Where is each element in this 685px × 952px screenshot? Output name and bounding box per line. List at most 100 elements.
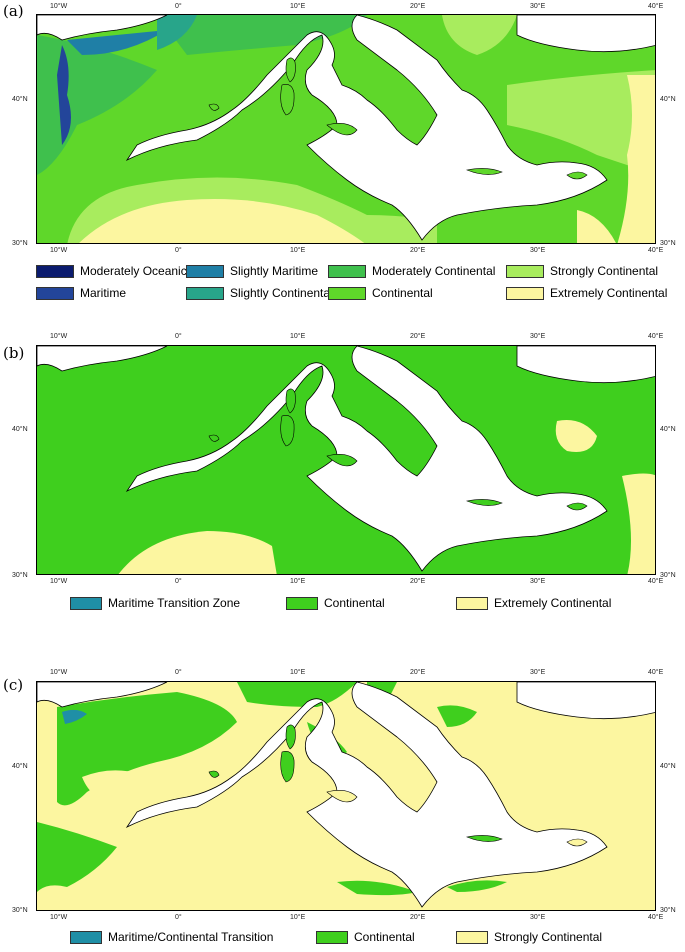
sea-black [516, 15, 655, 53]
tick-top: 40°E [648, 333, 664, 340]
island-balearic [208, 770, 220, 778]
legend-swatch [186, 286, 224, 300]
lat-left: 30°N [12, 907, 28, 914]
legend-swatch [328, 264, 366, 278]
tick-bottom: 20°E [410, 578, 426, 585]
zone-continental [37, 822, 117, 892]
zone-maritime-transition [62, 709, 87, 724]
map-c-svg [37, 682, 655, 910]
tick-bottom: 10°W [50, 247, 68, 254]
legend-c: Maritime/Continental Transition Continen… [36, 930, 676, 950]
tick-top: 0° [175, 3, 182, 10]
island-crete [465, 168, 503, 175]
island-sicily [326, 123, 358, 136]
legend-label: Maritime [80, 286, 127, 300]
island-corsica [285, 724, 296, 750]
tick-bottom: 10°E [290, 247, 306, 254]
legend-swatch [36, 286, 74, 300]
lat-right: 40°N [660, 763, 676, 770]
sea-biscay [37, 15, 168, 41]
sea-mediterranean [125, 346, 608, 572]
island-sardinia [280, 751, 295, 783]
map-a-svg [37, 15, 655, 243]
tick-top: 10°W [50, 669, 68, 676]
map-c [36, 681, 656, 911]
tick-bottom: 40°E [648, 247, 664, 254]
tick-bottom: 20°E [410, 247, 426, 254]
tick-top: 30°E [530, 3, 546, 10]
tick-bottom: 0° [175, 914, 182, 921]
lat-left: 40°N [12, 763, 28, 770]
zone-continental [447, 880, 507, 892]
tick-top: 40°E [648, 669, 664, 676]
tick-top: 10°E [290, 3, 306, 10]
zone-slightly-continental [157, 15, 197, 50]
tick-bottom: 10°E [290, 578, 306, 585]
lat-right: 40°N [660, 426, 676, 433]
legend-label: Maritime Transition Zone [108, 596, 241, 610]
lat-right: 30°N [660, 240, 676, 247]
legend-swatch [286, 596, 318, 610]
zone-continental [237, 682, 357, 707]
tick-bottom: 30°E [530, 578, 546, 585]
panel-label: (b) [3, 344, 25, 362]
legend-label: Extremely Continental [550, 286, 668, 300]
legend-item: Continental [286, 596, 385, 610]
lat-left: 40°N [12, 426, 28, 433]
legend-item: Moderately Continental [328, 264, 495, 278]
legend-item: Maritime [36, 286, 126, 300]
legend-label: Slightly Maritime [230, 264, 319, 278]
legend-item: Slightly Continental [186, 286, 333, 300]
lat-right: 30°N [660, 572, 676, 579]
sea-mediterranean [125, 15, 608, 241]
legend-swatch [70, 596, 102, 610]
island-sicily [326, 454, 358, 467]
legend-item: Slightly Maritime [186, 264, 318, 278]
tick-bottom: 40°E [648, 914, 664, 921]
tick-bottom: 0° [175, 578, 182, 585]
legend-item: Continental [328, 286, 433, 300]
legend-swatch [328, 286, 366, 300]
zone-moderately-continental [157, 15, 367, 55]
tick-bottom: 40°E [648, 578, 664, 585]
lat-left: 30°N [12, 240, 28, 247]
legend-item: Continental [316, 930, 415, 944]
tick-top: 20°E [410, 669, 426, 676]
legend-item: Extremely Continental [456, 596, 611, 610]
legend-swatch [70, 930, 102, 944]
legend-swatch [316, 930, 348, 944]
island-corsica [285, 57, 296, 83]
tick-top: 20°E [410, 333, 426, 340]
zone-strongly-continental [507, 70, 655, 175]
zone-extremely-continental [617, 75, 655, 243]
map-a [36, 14, 656, 244]
zone-extremely-continental [79, 199, 365, 243]
tick-top: 0° [175, 669, 182, 676]
tick-top: 30°E [530, 669, 546, 676]
legend-swatch [36, 264, 74, 278]
island-sicily [326, 790, 358, 803]
legend-swatch [456, 596, 488, 610]
island-corsica [285, 388, 296, 414]
legend-b: Maritime Transition Zone Continental Ext… [36, 596, 676, 616]
legend-item: Moderately Oceanic [36, 264, 187, 278]
tick-top: 10°W [50, 3, 68, 10]
legend-label: Continental [324, 596, 385, 610]
zone-continental [437, 705, 477, 727]
tick-top: 10°W [50, 333, 68, 340]
tick-bottom: 10°W [50, 914, 68, 921]
zone-strongly-continental [442, 15, 517, 55]
tick-top: 0° [175, 333, 182, 340]
tick-bottom: 30°E [530, 914, 546, 921]
legend-item: Extremely Continental [506, 286, 667, 300]
island-cyprus [566, 838, 588, 847]
legend-item: Strongly Continental [456, 930, 602, 944]
lat-right: 30°N [660, 907, 676, 914]
island-balearic [208, 434, 220, 442]
lat-right: 40°N [660, 96, 676, 103]
tick-bottom: 10°E [290, 914, 306, 921]
zone-strongly-continental-patch [82, 770, 133, 802]
island-cyprus [566, 171, 588, 180]
zone-slightly-maritime [67, 30, 167, 55]
sea-biscay [37, 346, 168, 372]
